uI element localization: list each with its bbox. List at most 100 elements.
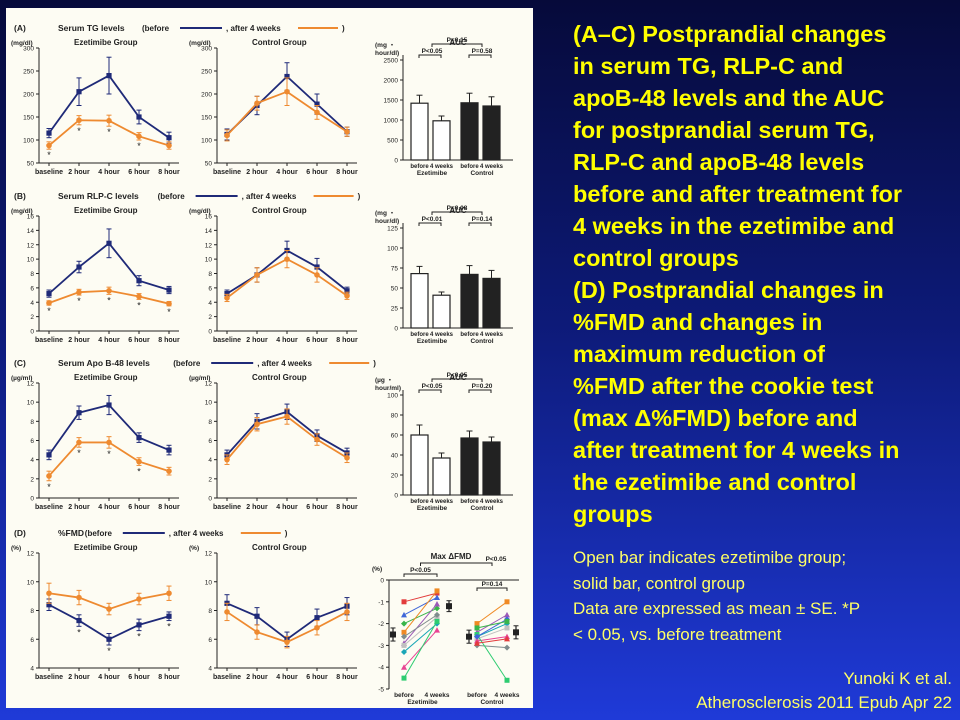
p-value: P=0.15 [447,37,468,44]
x-tick-label: baseline [35,169,63,176]
significance-mark: * [107,127,111,137]
caption-text: (A–C) Postprandial changes in serum TG, … [573,18,953,530]
x-tick-label: before [467,692,487,699]
caption-line: groups [573,501,653,527]
bar [432,294,451,329]
y-tick-label: 50 [205,161,213,168]
data-point [136,133,142,140]
subject-point [434,600,440,607]
panel-label: (C) [14,358,26,368]
group-title: Ezetimibe Group [74,543,138,552]
legend-close: ) [358,192,361,201]
y-tick-label: -3 [378,643,384,650]
y-tick-label: 2000 [384,78,399,85]
data-point [136,293,142,300]
x-tick-label: 4 weeks [480,499,504,505]
y-tick-label: 10 [27,579,35,586]
subject-line [476,620,508,629]
y-tick-label: 1500 [384,98,399,105]
subject-point [401,664,407,670]
data-point [76,617,82,624]
x-tick-label: 2 hour [246,169,268,176]
data-point [46,300,52,306]
x-tick-label: 4 hour [98,674,120,681]
caption-line: (D) Postprandial changes in [573,277,884,303]
y-tick-label: 0 [30,329,34,336]
x-tick-label: before [460,499,479,505]
data-point [46,473,52,479]
legend-before-label: (before [158,192,186,201]
x-tick-label: 4 hour [276,169,298,176]
y-tick-label: 8 [30,419,34,426]
y-tick-label: 2 [30,314,34,321]
x-tick-label: baseline [213,169,241,176]
data-point [254,421,260,428]
data-point [106,439,112,446]
citation: Yunoki K et al. Atherosclerosis 2011 Epu… [696,667,952,715]
subject-line [476,601,508,625]
caption-line: apoB-48 levels and the AUC [573,85,885,111]
data-point [284,639,290,645]
x-tick-label: 2 hour [246,674,268,681]
y-tick-label: 250 [201,69,212,76]
x-tick-label: 8 hour [336,674,358,681]
subject-line [403,590,438,633]
y-tick-label: 14 [205,228,213,235]
y-tick-label: 100 [201,138,212,145]
significance-mark: * [47,482,51,492]
significance-mark: * [137,466,141,476]
y-tick-label: 12 [27,551,35,558]
data-point [284,256,290,262]
bar [482,105,501,161]
y-tick-label: 50 [27,161,35,168]
x-tick-label: 4 hour [98,337,120,344]
data-point [46,142,52,149]
axis-unit: hour/dl) [375,50,399,57]
data-point [344,609,350,615]
axis-unit: (mg ・ [375,210,395,217]
data-point [166,142,172,149]
y-tick-label: 16 [27,214,35,221]
data-point [106,73,112,79]
subject-line [476,644,508,649]
p-value: P=0.14 [482,581,503,588]
p-bracket [468,389,492,393]
subject-line [403,614,438,638]
data-point [106,636,112,642]
y-tick-label: 1000 [384,118,399,125]
data-point [106,240,112,246]
y-tick-label: -2 [378,621,384,628]
auc-title: AUC [449,206,467,215]
p-bracket [403,573,438,577]
subject-point [434,605,440,612]
x-tick-label: 4 hour [98,169,120,176]
subject-point [504,611,510,618]
x-tick-label: before [410,499,429,505]
significance-mark: * [137,141,141,151]
y-tick-label: 6 [30,637,34,644]
caption-line: %FMD and changes in [573,309,823,335]
y-tick-label: 8 [208,419,212,426]
data-point [106,287,112,294]
caption-line: (A–C) Postprandial changes [573,21,887,47]
legend-after-label: , after 4 weeks [226,24,281,33]
legend-before-label: (before [142,24,170,33]
y-tick-label: 8 [208,608,212,615]
data-point [76,594,82,601]
y-tick-label: 4 [208,300,212,307]
data-point [136,278,142,284]
legend-after-label: , after 4 weeks [242,192,297,201]
significance-mark: * [77,448,81,458]
y-tick-label: -4 [378,665,384,672]
subject-line [403,616,438,646]
subject-line [476,638,508,644]
p-bracket [420,562,493,566]
data-point [136,435,142,441]
group-label: Control [470,505,493,512]
x-tick-label: baseline [213,674,241,681]
data-point [284,73,290,80]
data-point [166,468,172,474]
subject-line [476,618,508,638]
mean-point [446,603,452,610]
subject-point [504,625,510,631]
